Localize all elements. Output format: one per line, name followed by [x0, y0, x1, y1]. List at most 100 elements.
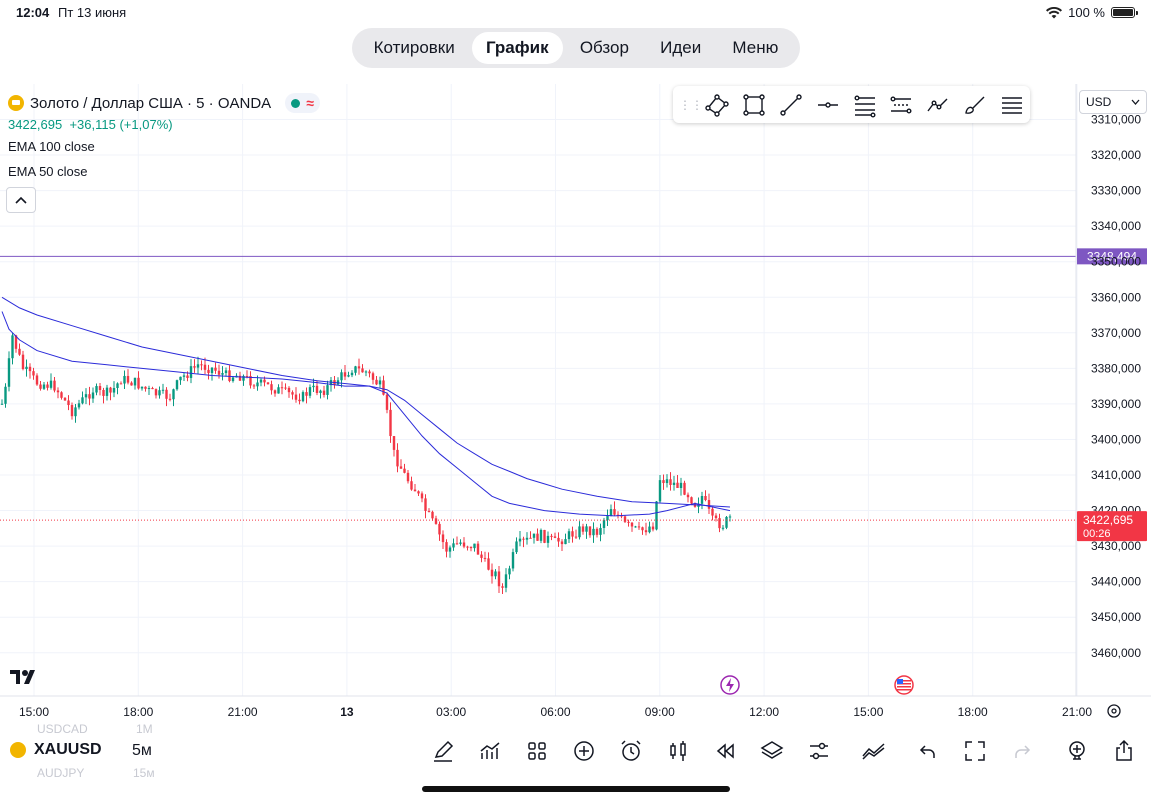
candle — [319, 390, 322, 393]
candles-icon[interactable] — [664, 737, 692, 765]
brush-icon[interactable] — [956, 90, 993, 120]
candle — [112, 387, 116, 393]
chevron-down-icon — [1131, 99, 1140, 105]
candle — [592, 528, 595, 536]
indicator-ema-100[interactable]: EMA 100 close — [8, 139, 95, 154]
indicator-ema-50[interactable]: EMA 50 close — [8, 164, 88, 179]
currency-select[interactable]: USD — [1079, 90, 1147, 114]
candle — [434, 518, 438, 524]
candle — [11, 335, 14, 359]
tab-quotes[interactable]: Котировки — [373, 38, 455, 57]
candle — [704, 496, 707, 501]
candle — [627, 521, 630, 523]
candle — [389, 409, 392, 437]
market-status-badge[interactable]: ≈ — [285, 93, 320, 113]
status-right: 100 % — [1046, 5, 1138, 20]
timeframe-picker[interactable]: 5м — [132, 742, 152, 759]
drag-handle-icon[interactable]: ⋮⋮ — [679, 97, 703, 112]
candle — [266, 382, 270, 385]
candle — [441, 534, 445, 543]
fib-icon[interactable] — [846, 90, 883, 120]
price-axis: 3460,0003450,0003440,0003430,0003420,000… — [1075, 84, 1147, 696]
home-indicator[interactable] — [422, 786, 730, 792]
path-icon[interactable] — [699, 90, 736, 120]
candle — [189, 366, 193, 378]
gold-logo-icon — [10, 742, 26, 758]
undo-icon[interactable] — [914, 737, 942, 765]
candle — [613, 509, 616, 515]
candle — [60, 392, 63, 398]
candle — [186, 375, 189, 378]
candle — [700, 496, 704, 504]
candle — [95, 386, 98, 393]
wifi-icon — [1046, 6, 1063, 18]
pencil-icon[interactable] — [429, 737, 457, 765]
candle — [357, 366, 361, 369]
share-icon[interactable] — [1110, 737, 1138, 765]
candle — [420, 493, 424, 499]
axis-settings-icon[interactable] — [1107, 704, 1121, 718]
tradingview-logo — [10, 668, 40, 689]
add-icon[interactable] — [570, 737, 598, 765]
candle — [84, 394, 88, 398]
tab-menu[interactable]: Меню — [732, 38, 779, 57]
price-chart[interactable]: 3348,494 3460,000 3450,000 3440,000 3430,00… — [0, 84, 1151, 730]
menu-lines-icon[interactable] — [993, 90, 1030, 120]
candle — [154, 389, 158, 396]
candle — [25, 366, 28, 370]
settings-icon[interactable] — [805, 737, 833, 765]
candle — [480, 554, 483, 558]
time-axis-label: 06:00 — [540, 705, 570, 719]
collapse-legend-button[interactable] — [6, 187, 36, 213]
time-axis: 15:00 18:00 21:00 13 03:00 06:00 09:00 12:00 15:… — [0, 695, 1151, 719]
candle — [28, 366, 32, 372]
candle — [382, 380, 385, 395]
horizontal-line: 3348,494 — [0, 248, 1147, 265]
candle — [228, 370, 231, 382]
us-flag-event-icon[interactable] — [894, 675, 914, 695]
candle — [336, 380, 340, 385]
candle — [133, 377, 137, 386]
status-bar: 12:04 Пт 13 июня 100 % — [0, 0, 1151, 24]
candle — [326, 385, 329, 395]
tab-ideas[interactable]: Идеи — [660, 38, 702, 57]
replay-icon[interactable] — [711, 737, 739, 765]
rectangle-icon[interactable] — [736, 90, 773, 120]
horizontal-ray-icon[interactable] — [809, 90, 846, 120]
lightning-event-icon[interactable] — [720, 675, 740, 695]
symbol-picker[interactable]: XAUUSD — [10, 741, 102, 759]
parallel-channel-icon[interactable] — [883, 90, 920, 120]
candle — [305, 392, 308, 396]
time-axis-label: 21:00 — [1062, 705, 1092, 719]
compare-icon[interactable] — [860, 737, 888, 765]
candle — [224, 370, 228, 374]
candle — [550, 535, 553, 537]
tab-chart[interactable]: График — [471, 32, 563, 64]
add-symbol-icon[interactable] — [1063, 737, 1091, 765]
candle — [179, 376, 182, 381]
layers-icon[interactable] — [758, 737, 786, 765]
candle — [77, 403, 81, 408]
tab-overview[interactable]: Обзор — [579, 38, 629, 57]
fullscreen-icon[interactable] — [961, 737, 989, 765]
alert-icon[interactable] — [617, 737, 645, 765]
candle — [354, 366, 357, 373]
time-axis-label: 15:00 — [19, 705, 49, 719]
candle — [371, 373, 375, 380]
symbol-header[interactable]: Золото / Доллар США · 5 · OANDA ≈ — [8, 93, 320, 113]
gold-logo-icon — [8, 95, 24, 111]
candle — [119, 383, 123, 385]
price-axis-label: 3460,000 — [1091, 646, 1141, 660]
candle — [291, 392, 294, 395]
polyline-icon[interactable] — [920, 90, 957, 120]
redo-icon[interactable] — [1008, 737, 1036, 765]
candle — [410, 481, 413, 490]
indicators-icon[interactable] — [476, 737, 504, 765]
templates-icon[interactable] — [523, 737, 551, 765]
candle — [301, 392, 305, 402]
candle — [315, 385, 319, 393]
candle — [718, 518, 721, 529]
trend-line-icon[interactable] — [773, 90, 810, 120]
price-axis-label: 3340,000 — [1091, 219, 1141, 233]
